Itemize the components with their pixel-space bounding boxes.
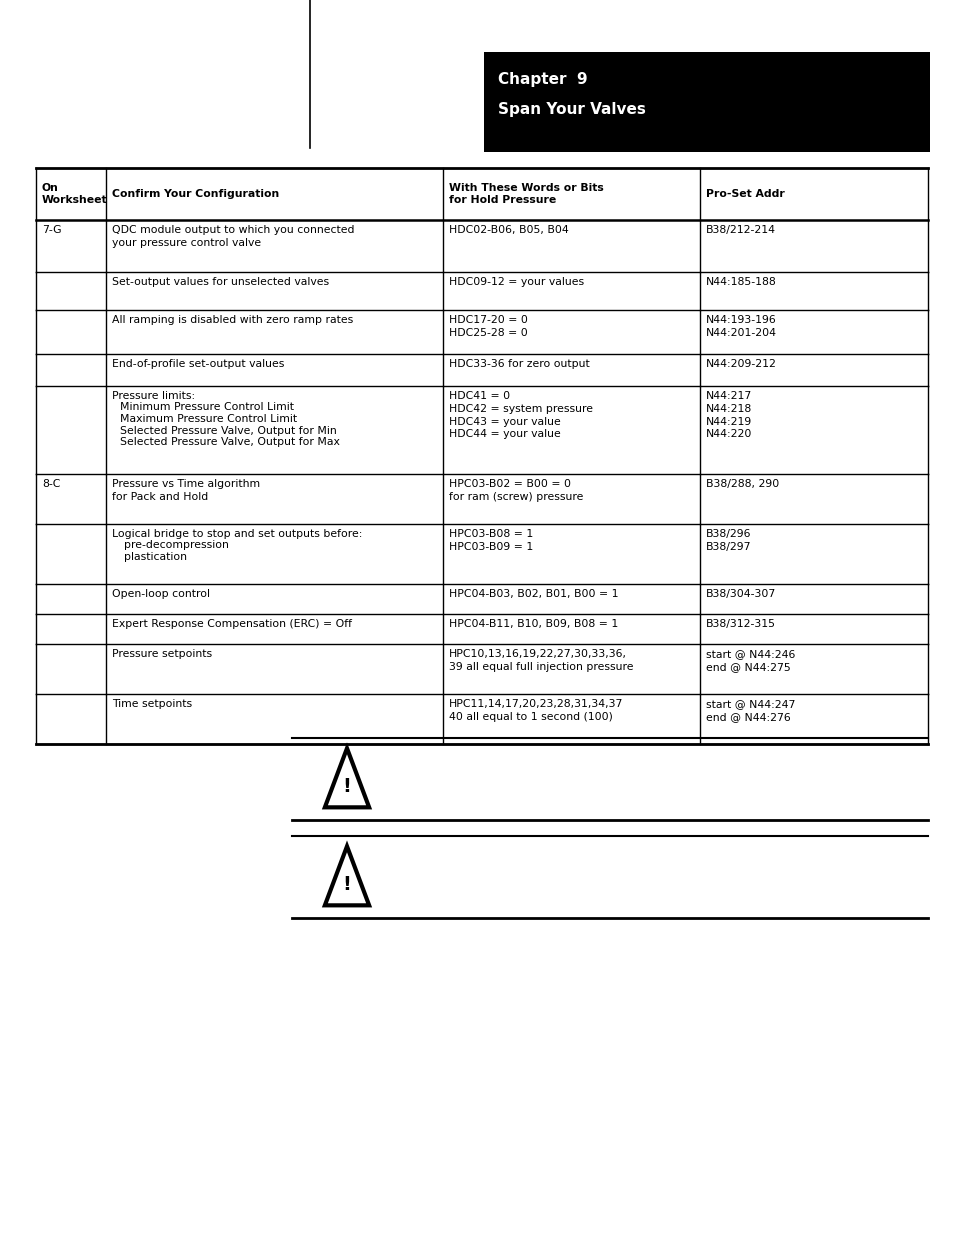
- Text: HPC04-B03, B02, B01, B00 = 1: HPC04-B03, B02, B01, B00 = 1: [449, 589, 618, 599]
- Text: Set-output values for unselected valves: Set-output values for unselected valves: [112, 277, 329, 287]
- Text: N44:185-188: N44:185-188: [705, 277, 776, 287]
- Text: Span Your Valves: Span Your Valves: [497, 103, 645, 117]
- Text: N44:217
N44:218
N44:219
N44:220: N44:217 N44:218 N44:219 N44:220: [705, 391, 752, 440]
- Text: N44:193-196
N44:201-204: N44:193-196 N44:201-204: [705, 315, 776, 338]
- Text: plastication: plastication: [124, 552, 187, 562]
- Text: Pressure limits:: Pressure limits:: [112, 391, 195, 401]
- Text: !: !: [342, 874, 351, 894]
- Text: start @ N44:246
end @ N44:275: start @ N44:246 end @ N44:275: [705, 650, 795, 672]
- Text: End-of-profile set-output values: End-of-profile set-output values: [112, 359, 284, 369]
- Text: HPC11,14,17,20,23,28,31,34,37
40 all equal to 1 second (100): HPC11,14,17,20,23,28,31,34,37 40 all equ…: [449, 699, 622, 721]
- Text: Minimum Pressure Control Limit: Minimum Pressure Control Limit: [120, 403, 294, 412]
- Polygon shape: [325, 846, 369, 905]
- Text: With These Words or Bits
for Hold Pressure: With These Words or Bits for Hold Pressu…: [449, 183, 603, 205]
- Text: HDC41 = 0
HDC42 = system pressure
HDC43 = your value
HDC44 = your value: HDC41 = 0 HDC42 = system pressure HDC43 …: [449, 391, 593, 440]
- Text: Open-loop control: Open-loop control: [112, 589, 210, 599]
- Text: HDC09-12 = your values: HDC09-12 = your values: [449, 277, 583, 287]
- Text: start @ N44:247
end @ N44:276: start @ N44:247 end @ N44:276: [705, 699, 795, 721]
- Text: Maximum Pressure Control Limit: Maximum Pressure Control Limit: [120, 414, 296, 424]
- Text: On
Worksheet: On Worksheet: [42, 183, 108, 205]
- Text: 7-G: 7-G: [42, 225, 61, 235]
- Text: QDC module output to which you connected
your pressure control valve: QDC module output to which you connected…: [112, 225, 355, 248]
- Text: Chapter  9: Chapter 9: [497, 72, 587, 86]
- Text: HPC03-B08 = 1
HPC03-B09 = 1: HPC03-B08 = 1 HPC03-B09 = 1: [449, 529, 533, 552]
- Text: B38/288, 290: B38/288, 290: [705, 479, 779, 489]
- Text: pre-decompression: pre-decompression: [124, 541, 229, 551]
- Text: HDC02-B06, B05, B04: HDC02-B06, B05, B04: [449, 225, 568, 235]
- Text: HPC10,13,16,19,22,27,30,33,36,
39 all equal full injection pressure: HPC10,13,16,19,22,27,30,33,36, 39 all eq…: [449, 650, 633, 672]
- Text: All ramping is disabled with zero ramp rates: All ramping is disabled with zero ramp r…: [112, 315, 353, 325]
- Text: Expert Response Compensation (ERC) = Off: Expert Response Compensation (ERC) = Off: [112, 619, 352, 629]
- Text: Pro-Set Addr: Pro-Set Addr: [705, 189, 784, 199]
- Text: Selected Pressure Valve, Output for Min: Selected Pressure Valve, Output for Min: [120, 426, 336, 436]
- Text: HDC33-36 for zero output: HDC33-36 for zero output: [449, 359, 589, 369]
- Text: Pressure setpoints: Pressure setpoints: [112, 650, 212, 659]
- Polygon shape: [325, 748, 369, 808]
- Text: !: !: [342, 777, 351, 795]
- Text: HPC03-B02 = B00 = 0
for ram (screw) pressure: HPC03-B02 = B00 = 0 for ram (screw) pres…: [449, 479, 583, 501]
- Text: B38/304-307: B38/304-307: [705, 589, 776, 599]
- Text: 8-C: 8-C: [42, 479, 60, 489]
- Text: N44:209-212: N44:209-212: [705, 359, 776, 369]
- Text: Selected Pressure Valve, Output for Max: Selected Pressure Valve, Output for Max: [120, 437, 339, 447]
- Text: HPC04-B11, B10, B09, B08 = 1: HPC04-B11, B10, B09, B08 = 1: [449, 619, 618, 629]
- Text: Pressure vs Time algorithm
for Pack and Hold: Pressure vs Time algorithm for Pack and …: [112, 479, 260, 501]
- Text: Confirm Your Configuration: Confirm Your Configuration: [112, 189, 279, 199]
- Text: Logical bridge to stop and set outputs before:: Logical bridge to stop and set outputs b…: [112, 529, 362, 538]
- Text: B38/296
B38/297: B38/296 B38/297: [705, 529, 751, 552]
- Text: HDC17-20 = 0
HDC25-28 = 0: HDC17-20 = 0 HDC25-28 = 0: [449, 315, 527, 338]
- Text: B38/312-315: B38/312-315: [705, 619, 775, 629]
- Text: Time setpoints: Time setpoints: [112, 699, 192, 709]
- Text: B38/212-214: B38/212-214: [705, 225, 775, 235]
- FancyBboxPatch shape: [483, 52, 929, 152]
